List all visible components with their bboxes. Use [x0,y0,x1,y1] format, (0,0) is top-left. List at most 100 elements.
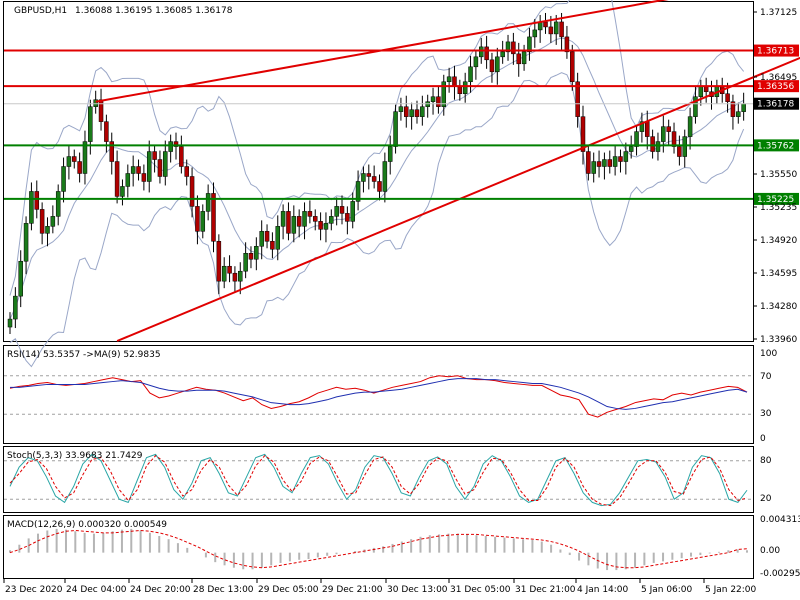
candle-body [543,21,548,28]
support-tag-3 [754,139,799,152]
candle-body [189,176,195,207]
current-price-label: 1.36178 [757,100,794,110]
candle-body [725,93,730,102]
candle-body [130,166,136,174]
candle-body [248,253,254,260]
candle-body [286,211,291,234]
candle-body [645,121,650,137]
candle-body [387,146,393,162]
candle-body [682,136,687,157]
macd-tick-label: 0.00 [760,546,780,556]
candle-body [125,173,131,187]
candle-body [580,116,586,152]
time-tick-label: 31 Dec 21:00 [515,585,576,595]
candle-body [66,156,72,167]
candle-body [559,21,564,38]
candle-body [168,141,173,152]
candle-body [77,161,82,174]
candle-body [628,146,634,152]
price-tick-label: 1.35235 [760,203,797,213]
candle-body [553,21,559,35]
candle-body [586,151,591,174]
candle-body [23,223,29,262]
series-1 [9,453,748,507]
candle-body [532,29,538,38]
candle-body [211,193,216,242]
price-tick-label: 1.34595 [760,269,797,279]
candle-body [302,211,307,227]
candle-body [361,173,366,182]
current-price-tag [754,97,799,110]
candle-body [730,101,736,117]
candle-body [489,59,495,73]
candle-body [698,86,704,97]
candle-body [184,166,189,177]
band-lower [9,72,745,368]
candle-body [13,295,18,320]
candle-body [666,126,671,132]
candle-body [495,56,500,73]
candle-body [516,53,521,65]
price-tick-label: 1.34920 [760,236,797,246]
price-tick-label: 1.35550 [760,170,797,180]
candle-body [339,206,345,214]
support-tag-label-3: 1.35762 [757,141,794,151]
candle-body [329,216,334,224]
support-tag-label-4: 1.35225 [757,195,794,205]
price-tick-label: 1.37125 [760,8,797,18]
candle-body [612,156,618,167]
stoch-layer: 80 20 [4,453,772,507]
band-middle [9,37,744,320]
candle-body [146,151,152,182]
candle-body [650,136,655,152]
symbol-title: GBPUSD,H1 [14,6,67,16]
axis-layer: 1.37125 1.36495 1.35550 1.35235 1.34920 1.345… [3,8,797,595]
candle-body [355,181,361,202]
candle-body [511,41,516,55]
candle-body [414,109,420,117]
candle-body [446,76,452,83]
stoch-panel-frame [3,446,754,513]
candle-body [436,96,441,107]
candle-body [703,86,709,92]
candle-body [623,151,629,162]
candle-body [221,265,227,282]
candle-body [39,209,45,234]
price-tick-label: 1.36495 [760,73,797,83]
candle-body [98,99,104,122]
candle-body [72,156,77,162]
time-tick-label: 29 Dec 05:00 [258,585,319,595]
macd-panel-frame [3,515,754,579]
candle-body [55,191,61,217]
osc-tick-label: 0 [760,434,766,444]
candle-body [270,241,275,250]
time-tick-label: 28 Dec 13:00 [193,585,254,595]
candle-body [366,173,372,177]
candle-body [323,223,329,230]
candle-body [548,26,554,35]
candle-body [18,260,23,297]
candle-body [409,109,414,117]
candle-body [404,106,409,117]
candle-body [120,186,125,197]
candle-body [478,46,484,58]
candle-body [371,176,377,182]
candle-body [473,56,479,68]
candle-body [736,111,741,117]
candle-body [671,131,677,147]
time-tick-label: 5 Jan 22:00 [705,585,757,595]
price-tick-label: 1.33960 [760,335,797,345]
candle-body [232,272,238,282]
rsi-title: RSI(14) 53.5357 ->MA(9) 52.9835 [7,350,161,360]
candle-body [505,41,511,53]
candle-body [334,206,339,217]
osc-tick-label: 80 [760,456,772,466]
candle-body [618,156,623,162]
candle-body [238,270,243,282]
candle-body [264,231,270,242]
candle-body [564,36,570,53]
candle-body [693,96,698,117]
